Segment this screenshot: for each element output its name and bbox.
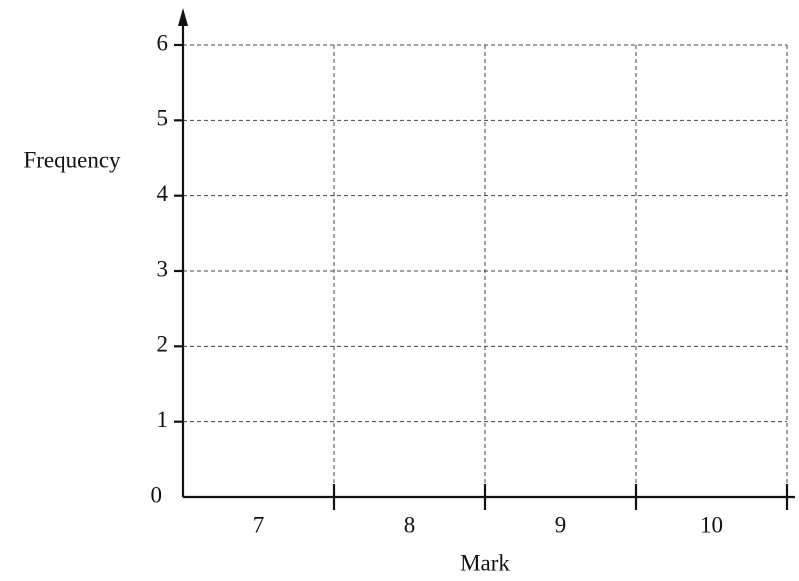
- y-tick-label: 2: [157, 332, 169, 357]
- x-tick-label: 9: [555, 512, 567, 537]
- y-tick-label: 5: [157, 106, 169, 131]
- y-tick-label: 3: [157, 256, 169, 281]
- y-axis-arrow: [178, 8, 188, 26]
- x-axis-title: Mark: [460, 550, 510, 575]
- y-tick-label: 4: [157, 181, 169, 206]
- x-tick-label: 7: [253, 512, 265, 537]
- y-axis-title: Frequency: [23, 147, 121, 172]
- x-tick-label: 8: [404, 512, 416, 537]
- y-tick-label: 6: [157, 30, 169, 55]
- y-tick-label: 1: [157, 407, 169, 432]
- x-tick-label: 10: [700, 512, 723, 537]
- y-tick-label: 0: [151, 482, 163, 507]
